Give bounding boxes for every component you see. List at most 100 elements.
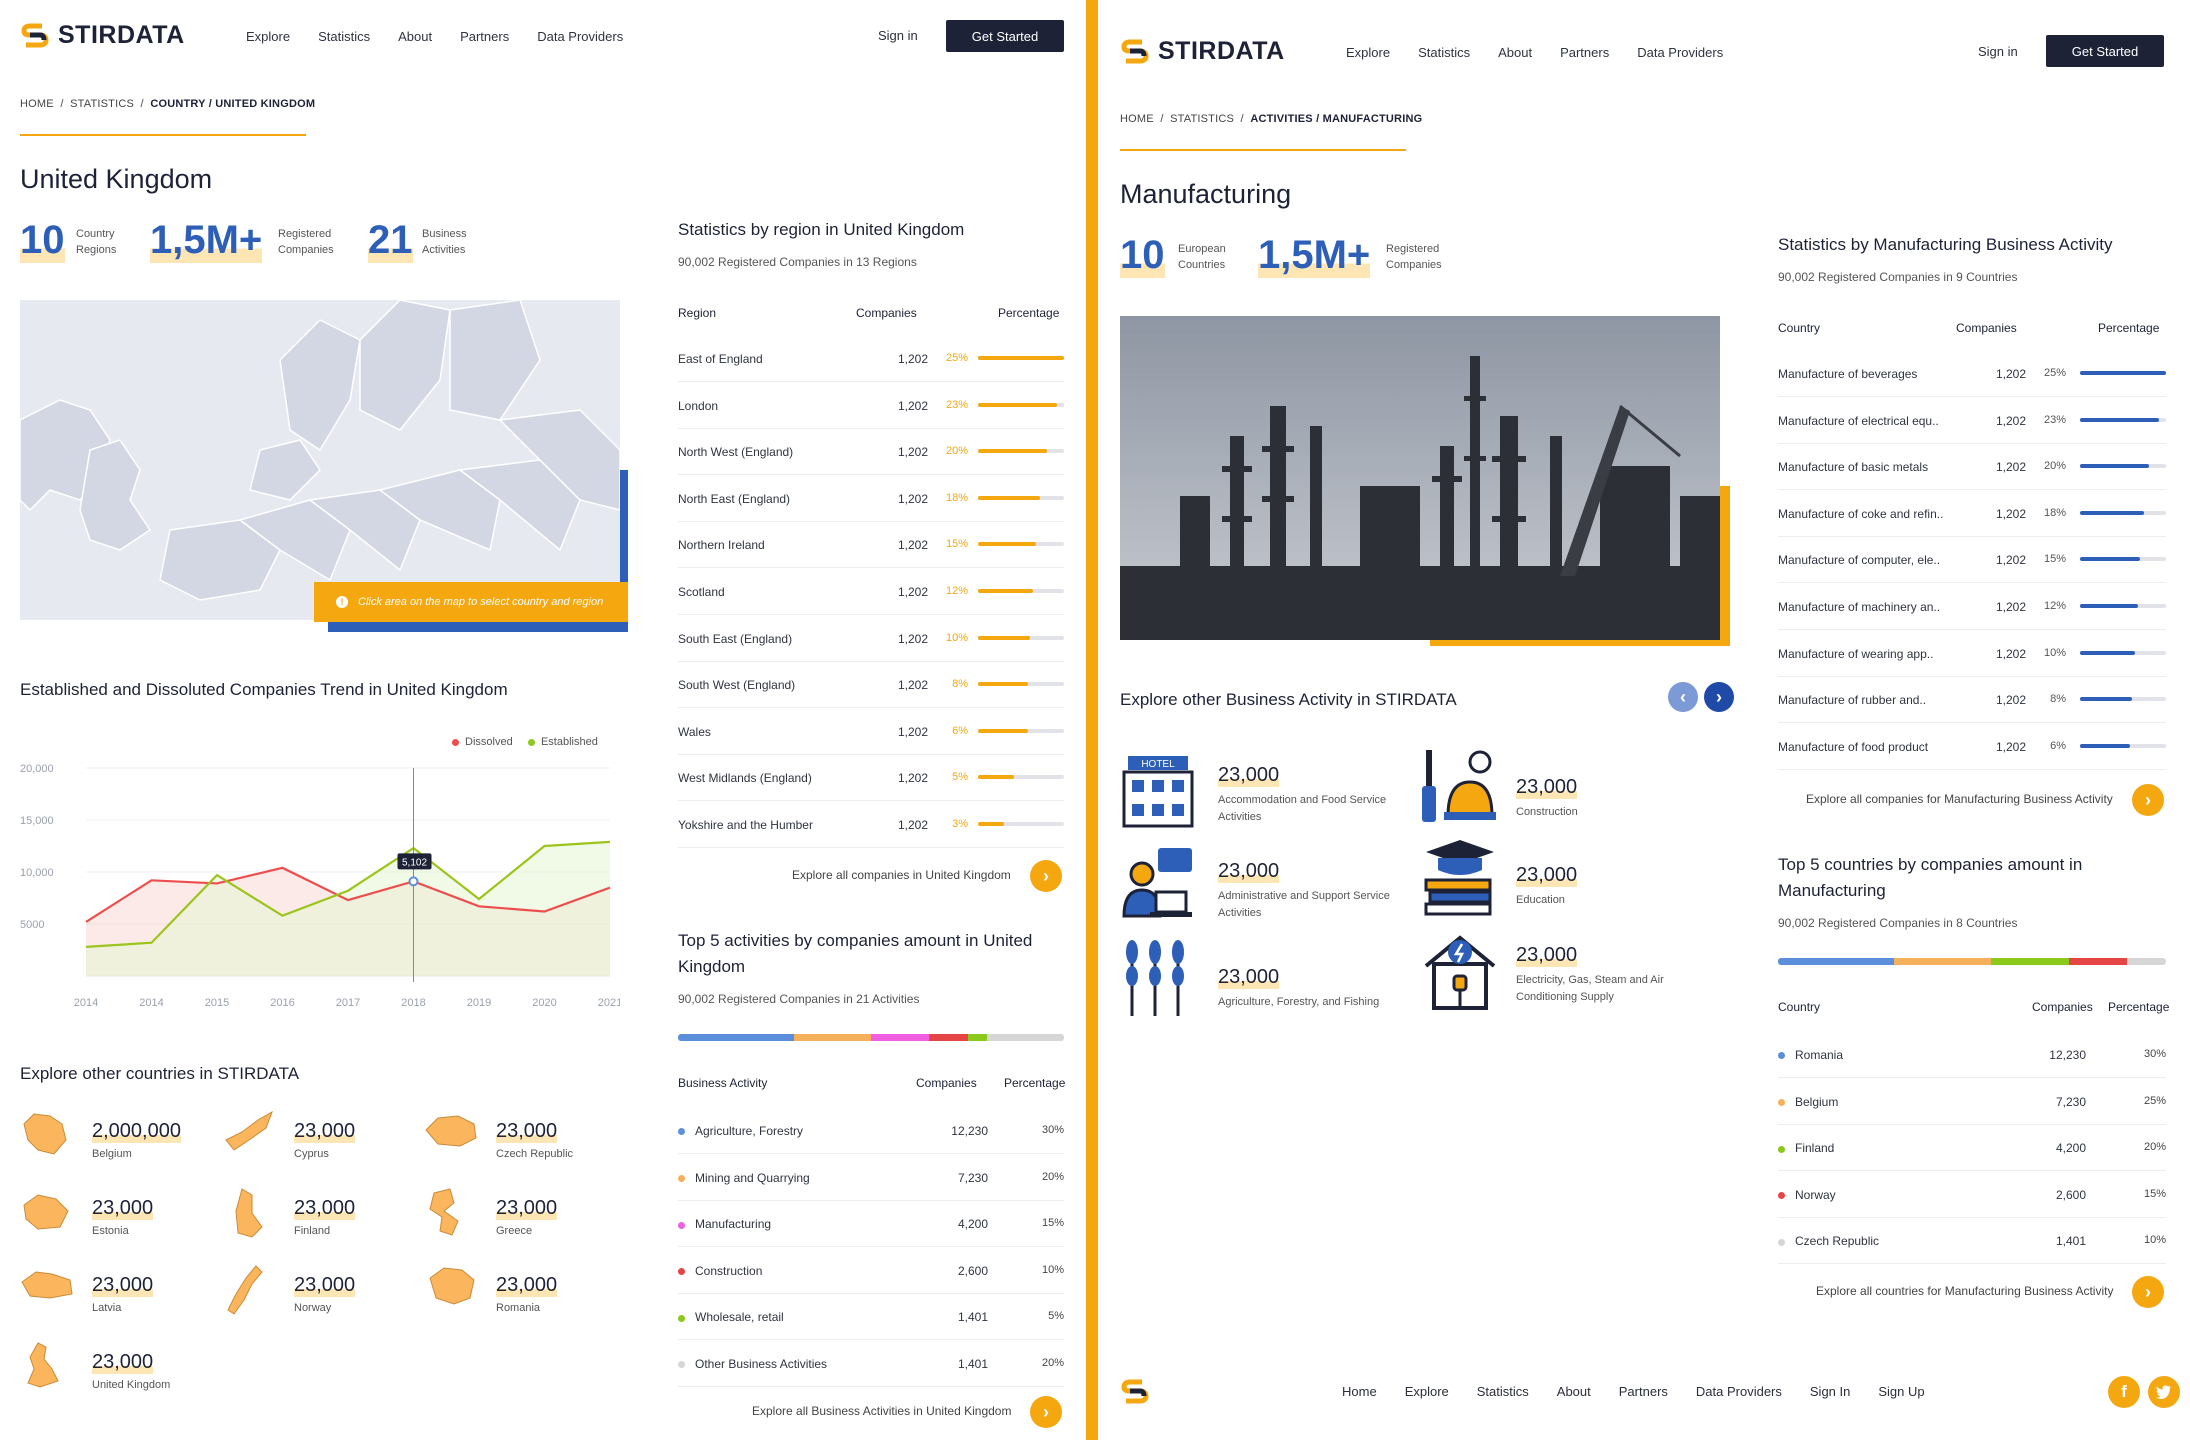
activity-card[interactable]: 23,000 Administrative and Support Service… bbox=[1218, 860, 1418, 930]
explore-countries-arrow-button[interactable]: › bbox=[2132, 1276, 2164, 1308]
map-region[interactable] bbox=[249, 439, 321, 501]
carousel-next-button[interactable]: › bbox=[1704, 682, 1734, 712]
activity-stat-row[interactable]: Manufacture of food product 1,202 6% bbox=[1778, 724, 2166, 770]
footer-nav-link[interactable]: Sign Up bbox=[1878, 1384, 1925, 1399]
country-card[interactable]: 23,000 Romania bbox=[424, 1264, 614, 1328]
hover-point[interactable] bbox=[408, 876, 419, 887]
explore-activities-arrow-button[interactable]: › bbox=[1030, 1396, 1062, 1428]
footer-nav-link[interactable]: Data Providers bbox=[1695, 1384, 1782, 1399]
top5-row[interactable]: Other Business Activities 1,401 20% bbox=[678, 1341, 1064, 1387]
europe-map[interactable] bbox=[20, 300, 620, 620]
map-region[interactable] bbox=[279, 319, 361, 452]
breadcrumb-home[interactable]: HOME bbox=[20, 98, 54, 110]
region-row[interactable]: Yokshire and the Humber 1,202 3% bbox=[678, 802, 1064, 848]
carousel-prev-button[interactable]: ‹ bbox=[1668, 682, 1698, 712]
nav-about[interactable]: About bbox=[398, 29, 433, 44]
footer-nav-link[interactable]: Home bbox=[1342, 1384, 1377, 1399]
activity-stat-row[interactable]: Manufacture of coke and refin.. 1,202 18% bbox=[1778, 491, 2166, 537]
map-region[interactable] bbox=[498, 409, 620, 511]
top5-row[interactable]: Finland 4,200 20% bbox=[1778, 1125, 2166, 1172]
explore-manufacturing-arrow-button[interactable]: › bbox=[2132, 784, 2164, 816]
nav-explore[interactable]: Explore bbox=[246, 29, 291, 44]
footer-nav-link[interactable]: Sign In bbox=[1809, 1384, 1851, 1399]
country-card[interactable]: 23,000 Greece bbox=[424, 1187, 614, 1251]
region-row[interactable]: Northern Ireland 1,202 15% bbox=[678, 522, 1064, 569]
region-row[interactable]: Scotland 1,202 12% bbox=[678, 569, 1064, 615]
breadcrumb-statistics[interactable]: STATISTICS bbox=[1170, 113, 1235, 125]
map-region[interactable] bbox=[238, 499, 351, 582]
top5-row[interactable]: Belgium 7,230 25% bbox=[1778, 1079, 2166, 1125]
activity-stat-row[interactable]: Manufacture of computer, ele.. 1,202 15% bbox=[1778, 537, 2166, 584]
footer-nav-link[interactable]: About bbox=[1556, 1384, 1591, 1399]
trend-chart[interactable]: 20,000 15,000 10,000 5000 5,102 2014 2014 2015 2… bbox=[20, 756, 620, 1020]
footer-nav-link[interactable]: Statistics bbox=[1476, 1384, 1529, 1399]
activity-card[interactable]: 23,000 Education bbox=[1516, 864, 1716, 934]
explore-companies-link[interactable]: Explore all companies in United Kingdom bbox=[792, 868, 1011, 882]
explore-activities-link[interactable]: Explore all Business Activities in Unite… bbox=[752, 1404, 1012, 1418]
region-row[interactable]: West Midlands (England) 1,202 5% bbox=[678, 755, 1064, 802]
nav-about[interactable]: About bbox=[1498, 45, 1533, 60]
top5-row[interactable]: Wholesale, retail 1,401 5% bbox=[678, 1294, 1064, 1341]
nav-data-providers[interactable]: Data Providers bbox=[537, 29, 624, 44]
activity-stat-row[interactable]: Manufacture of basic metals 1,202 20% bbox=[1778, 444, 2166, 491]
region-row[interactable]: Wales 1,202 6% bbox=[678, 709, 1064, 755]
nav-data-providers[interactable]: Data Providers bbox=[1637, 45, 1724, 60]
map-region[interactable] bbox=[449, 300, 541, 421]
breadcrumb-statistics[interactable]: STATISTICS bbox=[70, 98, 135, 110]
region-row[interactable]: South East (England) 1,202 10% bbox=[678, 616, 1064, 662]
country-card[interactable]: 2,000,000 Belgium bbox=[20, 1110, 210, 1174]
nav-partners[interactable]: Partners bbox=[460, 29, 510, 44]
breadcrumb-home[interactable]: HOME bbox=[1120, 113, 1154, 125]
activity-card[interactable]: 23,000 Construction bbox=[1516, 776, 1716, 846]
explore-manufacturing-companies-link[interactable]: Explore all companies for Manufacturing … bbox=[1806, 792, 2113, 806]
region-row[interactable]: North East (England) 1,202 18% bbox=[678, 476, 1064, 522]
map-region[interactable] bbox=[79, 439, 152, 551]
line-established[interactable] bbox=[85, 840, 611, 948]
sign-in-link[interactable]: Sign in bbox=[878, 28, 918, 43]
top5-row[interactable]: Norway 2,600 15% bbox=[1778, 1172, 2166, 1218]
top5-row[interactable]: Construction 2,600 10% bbox=[678, 1248, 1064, 1294]
top5-row[interactable]: Agriculture, Forestry 12,230 30% bbox=[678, 1108, 1064, 1154]
country-card[interactable]: 23,000 Czech Republic bbox=[424, 1110, 614, 1174]
get-started-button[interactable]: Get Started bbox=[946, 20, 1064, 52]
region-row[interactable]: North West (England) 1,202 20% bbox=[678, 429, 1064, 476]
country-card[interactable]: 23,000 Estonia bbox=[20, 1187, 210, 1251]
activity-stat-row[interactable]: Manufacture of beverages 1,202 25% bbox=[1778, 351, 2166, 397]
top5-row[interactable]: Czech Republic 1,401 10% bbox=[1778, 1218, 2166, 1265]
country-card[interactable]: 23,000 United Kingdom bbox=[20, 1341, 210, 1405]
nav-partners[interactable]: Partners bbox=[1560, 45, 1610, 60]
nav-explore[interactable]: Explore bbox=[1346, 45, 1391, 60]
footer-nav-link[interactable]: Partners bbox=[1618, 1384, 1668, 1399]
logo[interactable]: STIRDATA bbox=[1120, 36, 1285, 66]
activity-card[interactable]: 23,000 Agriculture, Forestry, and Fishing bbox=[1218, 966, 1418, 1036]
map-region[interactable] bbox=[359, 300, 451, 431]
region-row[interactable]: East of England 1,202 25% bbox=[678, 336, 1064, 382]
country-card[interactable]: 23,000 Latvia bbox=[20, 1264, 210, 1328]
nav-statistics[interactable]: Statistics bbox=[1418, 45, 1471, 60]
top5-row[interactable]: Romania 12,230 30% bbox=[1778, 1032, 2166, 1078]
line-dissolved[interactable] bbox=[85, 866, 611, 923]
map-region[interactable] bbox=[378, 469, 501, 552]
sign-in-link[interactable]: Sign in bbox=[1978, 44, 2018, 59]
explore-companies-arrow-button[interactable]: › bbox=[1030, 860, 1062, 892]
map-region[interactable] bbox=[308, 489, 421, 572]
nav-statistics[interactable]: Statistics bbox=[318, 29, 371, 44]
country-card[interactable]: 23,000 Finland bbox=[222, 1187, 412, 1251]
activity-stat-row[interactable]: Manufacture of rubber and.. 1,202 8% bbox=[1778, 677, 2166, 724]
region-row[interactable]: South West (England) 1,202 8% bbox=[678, 662, 1064, 709]
top5-row[interactable]: Mining and Quarrying 7,230 20% bbox=[678, 1155, 1064, 1201]
country-card[interactable]: 23,000 Cyprus bbox=[222, 1110, 412, 1174]
facebook-icon[interactable]: f bbox=[2108, 1376, 2140, 1408]
activity-stat-row[interactable]: Manufacture of wearing app.. 1,202 10% bbox=[1778, 631, 2166, 677]
activity-card[interactable]: 23,000 Accommodation and Food Service Acti… bbox=[1218, 764, 1418, 834]
footer-logo-icon[interactable] bbox=[1120, 1376, 1150, 1411]
map-region[interactable] bbox=[458, 459, 581, 552]
explore-countries-link[interactable]: Explore all countries for Manufacturing … bbox=[1816, 1284, 2114, 1298]
activity-card[interactable]: 23,000 Electricity, Gas, Steam and Air Con… bbox=[1516, 944, 1716, 1014]
top5-row[interactable]: Manufacturing 4,200 15% bbox=[678, 1201, 1064, 1248]
region-row[interactable]: London 1,202 23% bbox=[678, 383, 1064, 429]
get-started-button[interactable]: Get Started bbox=[2046, 35, 2164, 67]
activity-stat-row[interactable]: Manufacture of machinery an.. 1,202 12% bbox=[1778, 584, 2166, 630]
twitter-icon[interactable] bbox=[2148, 1376, 2180, 1408]
footer-nav-link[interactable]: Explore bbox=[1404, 1384, 1449, 1399]
